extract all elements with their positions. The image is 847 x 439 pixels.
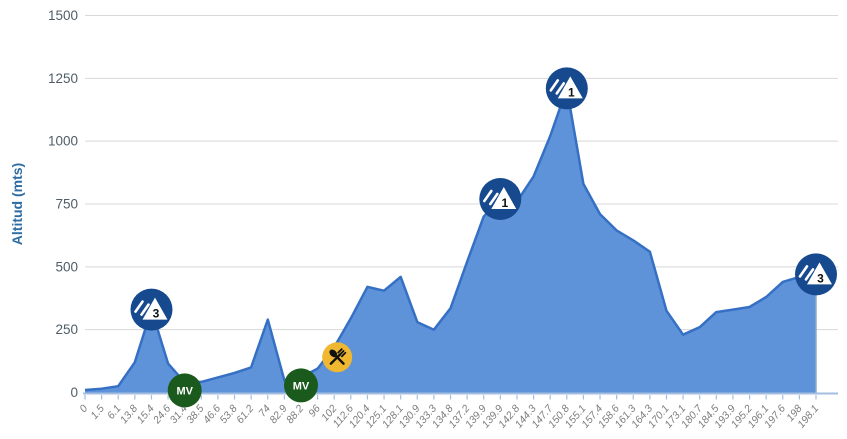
intermediate-sprint-marker-icon[interactable]: MV	[284, 368, 318, 403]
y-axis-label: 0	[70, 385, 78, 400]
climb-category-label: 3	[817, 271, 824, 285]
climb-marker-cat1-icon[interactable]: 1	[545, 67, 588, 110]
x-axis-label: 1.5	[88, 403, 107, 422]
climb-marker-cat1-icon[interactable]: 1	[479, 178, 522, 220]
y-axis-label: 750	[55, 197, 78, 212]
x-axis-label: 61.2	[234, 403, 256, 426]
intermediate-sprint-marker-icon[interactable]: MV	[167, 373, 202, 408]
feed-zone-marker-icon[interactable]	[322, 342, 353, 373]
elevation-line	[84, 87, 817, 392]
sprint-label: MV	[176, 385, 193, 397]
y-axis-title: Altitud (mts)	[9, 163, 25, 245]
y-axis-label: 250	[55, 322, 78, 337]
sprint-label: MV	[293, 380, 310, 392]
y-axis-label: 1500	[48, 8, 78, 23]
y-axis-label: 500	[55, 259, 78, 274]
x-axis-label: 88.2	[284, 403, 306, 426]
climb-marker-cat3-icon[interactable]: 3	[130, 288, 173, 331]
area-fill	[85, 88, 816, 393]
climb-category-label: 3	[153, 307, 160, 321]
climb-marker-cat3-icon[interactable]: 3	[795, 253, 837, 296]
climb-category-label: 1	[501, 196, 508, 210]
climb-category-label: 1	[568, 85, 575, 99]
y-axis-label: 1250	[48, 71, 78, 86]
y-axis-label: 1000	[48, 134, 78, 149]
